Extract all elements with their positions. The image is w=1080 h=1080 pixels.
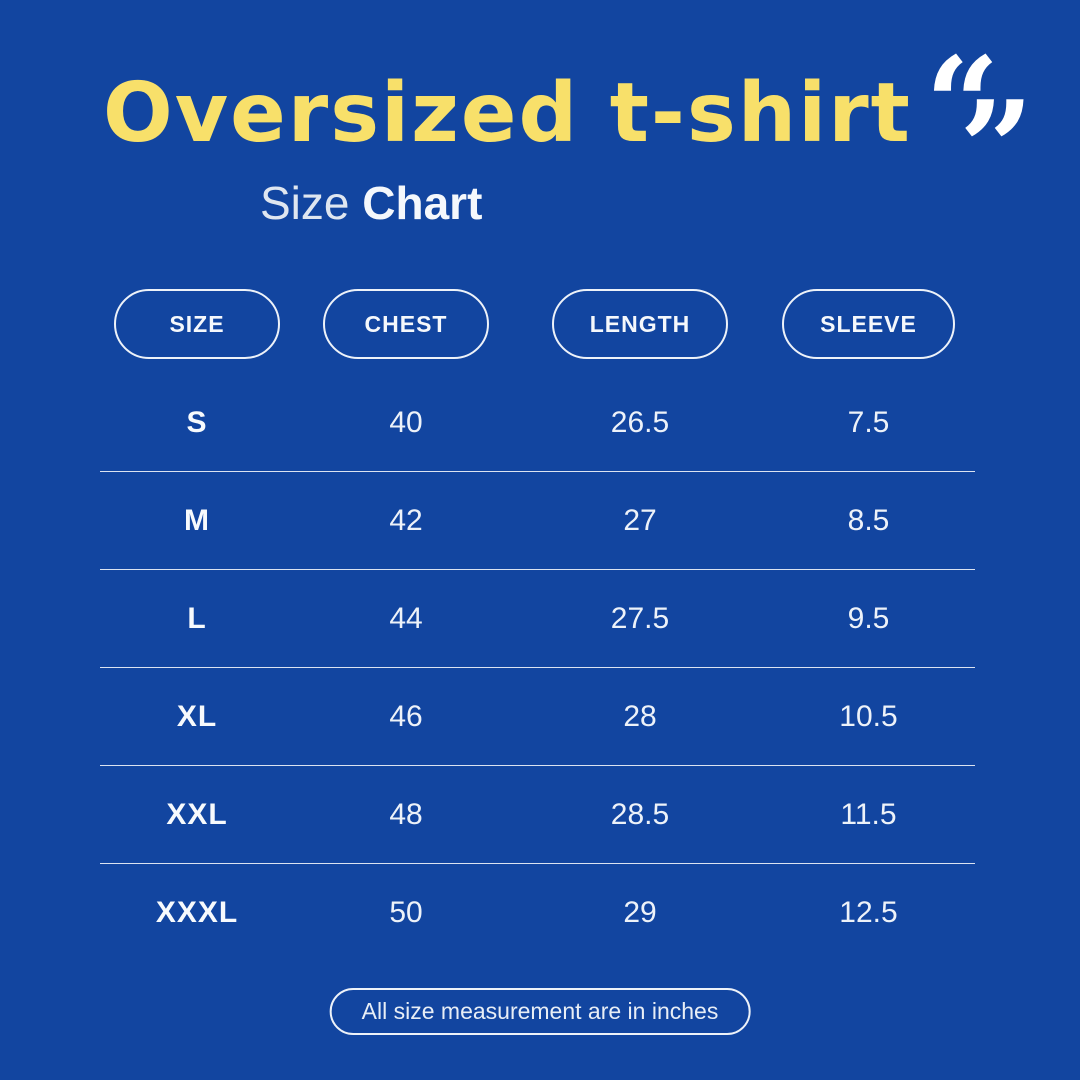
chest-value: 42	[389, 503, 423, 537]
column-header-length: LENGTH	[518, 289, 762, 359]
column-header-size: SIZE	[100, 289, 294, 359]
column-header-chest: CHEST	[294, 289, 518, 359]
length-value: 29	[623, 896, 657, 929]
size-label: XXL	[166, 797, 228, 831]
size-chart-table: SIZE CHEST LENGTH SLEEVE S 40 26.5 7.5 M…	[100, 288, 975, 962]
subtitle-bold: Chart	[362, 177, 483, 229]
size-label: L	[187, 601, 207, 635]
length-value: 28	[623, 699, 657, 733]
table-row-s: S 40 26.5 7.5	[100, 374, 975, 472]
sleeve-value: 10.5	[839, 699, 898, 733]
page-title: Oversized t-shirt	[103, 66, 912, 161]
quote-close-glyph: ”	[959, 72, 1034, 225]
sleeve-header-pill: SLEEVE	[782, 289, 955, 359]
sleeve-value: 12.5	[839, 896, 898, 929]
chest-value: 44	[389, 601, 423, 635]
quotation-marks-icon: “ ”	[925, 28, 1035, 214]
column-header-sleeve: SLEEVE	[762, 289, 975, 359]
sleeve-value: 9.5	[847, 601, 890, 635]
table-row-xl: XL 46 28 10.5	[100, 668, 975, 766]
table-row-l: L 44 27.5 9.5	[100, 570, 975, 668]
sleeve-value: 11.5	[840, 797, 897, 831]
subtitle-regular: Size	[260, 177, 363, 229]
size-label: S	[186, 405, 208, 439]
sleeve-value: 8.5	[847, 503, 890, 537]
table-header-row: SIZE CHEST LENGTH SLEEVE	[100, 288, 975, 360]
table-row-xxl: XXL 48 28.5 11.5	[100, 766, 975, 864]
chest-value: 48	[389, 797, 423, 831]
sleeve-value: 7.5	[847, 405, 890, 439]
chest-value: 50	[389, 896, 423, 929]
quote-open-glyph: “	[925, 28, 1000, 181]
size-label: M	[184, 503, 210, 537]
units-note-pill: All size measurement are in inches	[329, 988, 751, 1035]
length-value: 26.5	[610, 405, 670, 439]
chest-header-pill: CHEST	[323, 289, 489, 359]
page-subtitle: Size Chart	[260, 176, 482, 230]
table-row-xxxl: XXXL 50 29 12.5	[100, 864, 975, 962]
length-value: 27	[623, 503, 657, 537]
length-header-pill: LENGTH	[551, 289, 729, 359]
table-row-m: M 42 27 8.5	[100, 472, 975, 570]
size-label: XXXL	[155, 896, 239, 929]
chest-value: 46	[389, 699, 423, 733]
length-value: 28.5	[610, 797, 670, 831]
size-label: XL	[176, 699, 218, 733]
chest-value: 40	[389, 405, 423, 439]
length-value: 27.5	[610, 601, 670, 635]
size-header-pill: SIZE	[114, 289, 280, 359]
